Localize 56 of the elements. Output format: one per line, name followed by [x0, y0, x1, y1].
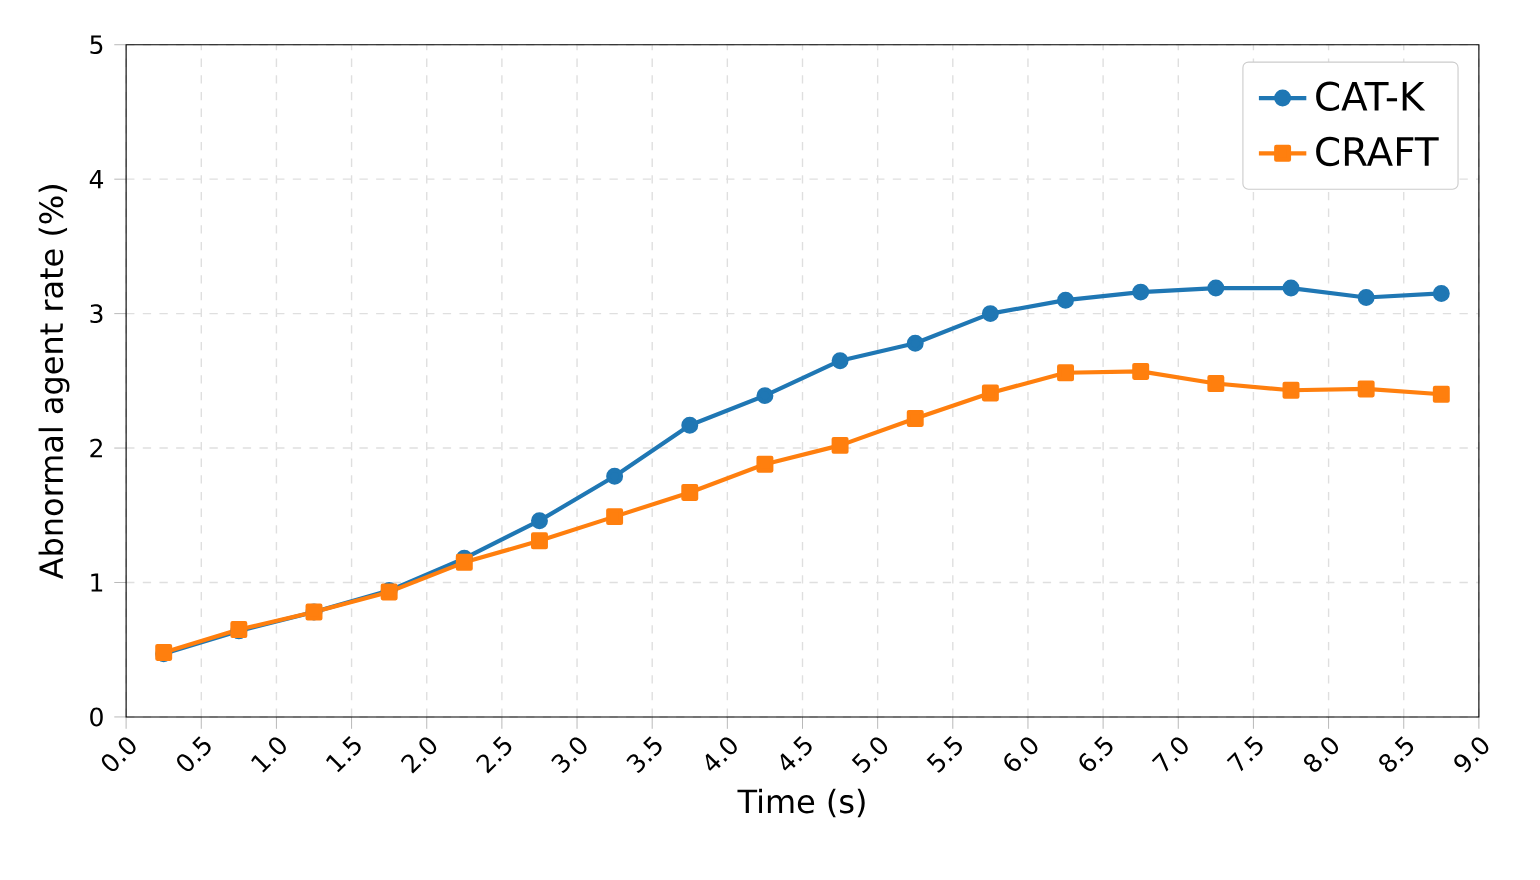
point — [1282, 279, 1300, 297]
x-tick-label: 2.0 — [400, 737, 437, 774]
y-tick-label: 2 — [90, 438, 102, 458]
x-axis-title: Time (s) — [737, 788, 865, 818]
point — [455, 553, 473, 571]
point — [1357, 289, 1375, 306]
y-tick-label: 3 — [90, 304, 103, 324]
point — [1357, 380, 1375, 398]
x-tick-label: 6.5 — [1079, 736, 1113, 771]
x-tick-label: 5.5 — [926, 736, 962, 773]
x-tick-label: 9.0 — [1454, 737, 1489, 773]
point — [606, 508, 624, 526]
point — [906, 410, 924, 427]
point — [1432, 284, 1450, 302]
x-tick-label: 3.0 — [551, 737, 587, 774]
x-tick-label: 1.5 — [326, 736, 361, 773]
point — [1207, 279, 1225, 297]
point — [981, 384, 999, 402]
point — [1282, 381, 1300, 399]
point — [1432, 385, 1450, 403]
x-tick-label: 0.5 — [177, 736, 211, 772]
point — [1132, 283, 1150, 301]
x-tick-label: 7.0 — [1151, 737, 1188, 772]
x-tick-label: 5.0 — [851, 737, 888, 774]
x-tick-label: 1.0 — [251, 737, 286, 773]
y-tick-label: 4 — [89, 170, 104, 189]
point — [530, 512, 548, 530]
point — [831, 436, 849, 454]
x-tick-label: 4.0 — [705, 737, 737, 771]
y-tick-label: 5 — [90, 35, 103, 55]
x-tick-label: 8.0 — [1303, 737, 1339, 772]
legend-label: CRAFT — [1316, 136, 1439, 167]
x-tick-label: 4.5 — [780, 736, 812, 771]
point — [1057, 364, 1075, 382]
point — [606, 467, 624, 485]
x-tick-label: 2.5 — [476, 736, 512, 774]
x-tick-label: 0.0 — [101, 737, 136, 772]
x-tick-label: 8.5 — [1379, 736, 1414, 772]
point — [1132, 362, 1150, 380]
point — [831, 352, 849, 370]
point — [681, 483, 699, 501]
y-tick-label: 0 — [90, 707, 103, 727]
legend-label: CAT-K — [1316, 81, 1426, 111]
y-tick-label: 1 — [91, 573, 103, 592]
point — [906, 334, 924, 352]
point — [981, 305, 999, 323]
point — [1207, 375, 1225, 393]
y-axis-title: Abnormal agent rate (%) — [38, 185, 70, 580]
point — [1057, 291, 1075, 309]
point — [756, 387, 774, 405]
x-tick-label: 3.5 — [626, 736, 662, 774]
x-tick-label: 6.0 — [1004, 737, 1038, 771]
x-tick-label: 7.5 — [1226, 736, 1263, 772]
point — [681, 416, 699, 434]
point — [756, 455, 774, 473]
point — [530, 532, 548, 550]
